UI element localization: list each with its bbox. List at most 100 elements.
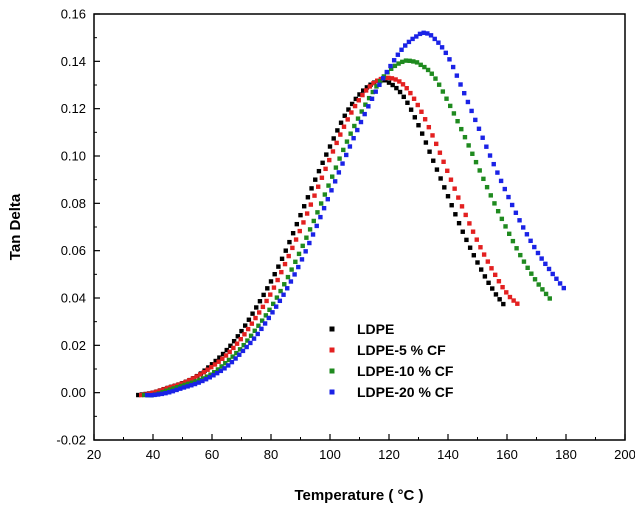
- data-point: [286, 253, 291, 259]
- data-point: [201, 369, 207, 375]
- data-point: [546, 266, 552, 272]
- data-point: [478, 267, 484, 272]
- data-point: [366, 95, 372, 101]
- y-tick-label: 0.08: [61, 196, 86, 211]
- data-point: [369, 96, 375, 101]
- data-point: [496, 279, 502, 284]
- data-point: [460, 229, 465, 234]
- data-point: [212, 362, 218, 367]
- data-point: [355, 127, 360, 133]
- data-point: [448, 103, 453, 109]
- data-point: [347, 144, 353, 149]
- data-point: [297, 228, 302, 234]
- data-point: [429, 71, 434, 76]
- data-point: [304, 235, 309, 240]
- data-point: [327, 144, 333, 149]
- data-point: [406, 39, 412, 45]
- data-point: [438, 176, 443, 181]
- data-point: [272, 271, 277, 277]
- y-tick-label: 0.02: [61, 338, 86, 353]
- series-layer: [136, 30, 566, 398]
- data-point: [174, 387, 179, 393]
- data-point: [271, 301, 276, 307]
- data-point: [345, 117, 350, 122]
- data-point: [282, 282, 287, 287]
- data-point: [234, 350, 239, 356]
- data-point: [465, 99, 471, 105]
- data-point: [384, 69, 389, 75]
- data-point: [419, 131, 425, 136]
- data-point: [318, 214, 323, 220]
- data-point: [397, 79, 402, 84]
- data-point: [360, 88, 366, 93]
- data-point: [486, 280, 491, 285]
- data-point: [459, 126, 464, 132]
- data-point: [482, 274, 488, 279]
- data-point: [432, 36, 437, 42]
- data-point: [241, 342, 246, 348]
- data-point: [251, 336, 257, 341]
- data-point: [186, 378, 192, 383]
- x-tick-label: 140: [437, 447, 459, 462]
- data-point: [153, 389, 159, 395]
- data-point: [249, 321, 255, 326]
- data-point: [220, 356, 225, 361]
- data-point: [453, 212, 458, 217]
- data-point: [231, 338, 237, 344]
- data-point: [307, 240, 312, 246]
- data-point: [407, 58, 412, 64]
- data-point: [338, 132, 343, 137]
- data-point: [223, 361, 228, 366]
- data-point: [495, 170, 500, 175]
- data-point: [290, 231, 296, 236]
- data-point: [198, 372, 203, 377]
- data-point: [445, 168, 450, 173]
- data-point: [331, 136, 336, 141]
- data-point: [357, 92, 362, 97]
- data-point: [422, 117, 428, 122]
- data-point: [265, 286, 270, 291]
- data-point: [524, 232, 530, 237]
- data-point: [371, 80, 376, 86]
- data-point: [410, 36, 415, 42]
- data-point: [509, 202, 515, 208]
- data-point: [152, 392, 157, 398]
- data-point: [425, 67, 431, 73]
- data-point: [233, 356, 238, 361]
- data-point: [220, 351, 226, 357]
- data-point: [454, 73, 460, 78]
- data-point: [419, 109, 424, 114]
- data-point: [287, 239, 292, 245]
- data-point: [186, 381, 191, 386]
- data-point: [182, 382, 187, 388]
- data-point: [491, 161, 496, 167]
- data-point: [190, 376, 196, 381]
- data-point: [444, 96, 449, 101]
- data-point: [321, 205, 327, 211]
- data-point: [264, 298, 269, 304]
- data-point: [547, 296, 552, 301]
- x-axis-ticks: 20 40 60 80 100 120 140 160 180 200: [87, 434, 635, 462]
- data-point: [346, 107, 351, 112]
- data-point: [237, 352, 242, 357]
- data-point: [367, 84, 373, 89]
- data-point: [490, 286, 495, 291]
- data-point: [362, 111, 367, 117]
- data-point: [224, 347, 229, 353]
- data-point: [283, 248, 288, 253]
- data-point: [507, 294, 513, 300]
- data-point: [456, 220, 462, 226]
- y-tick-label: 0.12: [61, 101, 86, 116]
- data-point: [401, 94, 406, 100]
- data-point: [463, 212, 468, 218]
- data-point: [529, 271, 534, 276]
- data-point: [352, 123, 357, 129]
- data-point: [386, 80, 392, 85]
- data-point: [300, 243, 305, 249]
- data-point: [352, 103, 358, 109]
- data-point: [316, 184, 321, 189]
- data-point: [414, 34, 419, 39]
- data-point: [510, 238, 516, 244]
- data-point: [436, 82, 442, 87]
- data-point: [216, 359, 221, 364]
